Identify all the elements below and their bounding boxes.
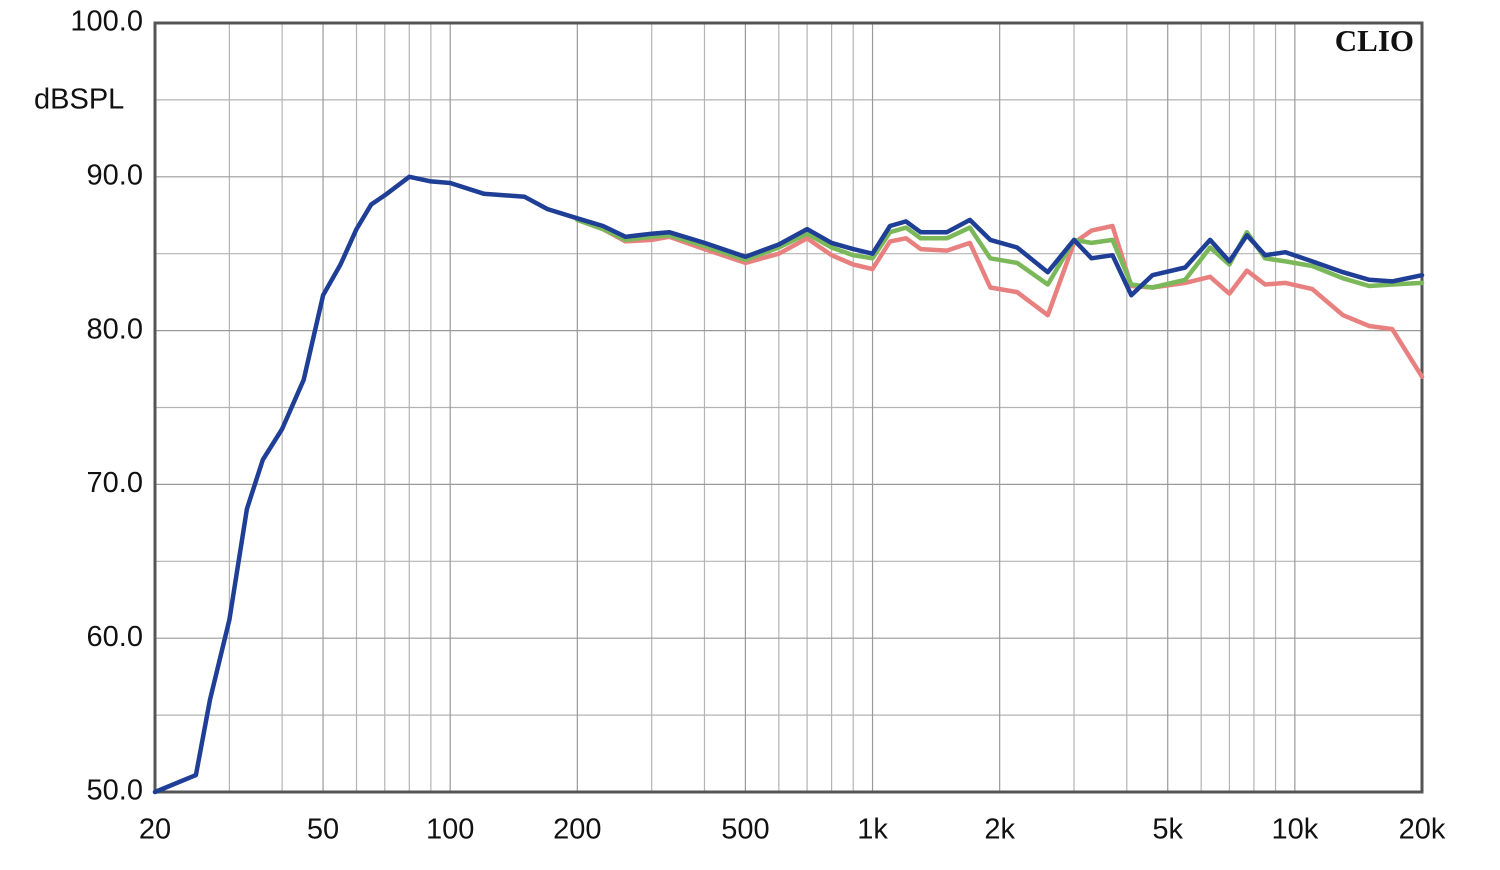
x-tick-label: 20k	[1399, 814, 1446, 846]
x-tick-label: 500	[721, 814, 769, 846]
x-tick-label: 200	[553, 814, 601, 846]
y-tick-label: 80.0	[87, 313, 143, 345]
y-tick-label: 60.0	[87, 621, 143, 653]
y-tick-label: 100.0	[70, 6, 143, 38]
x-tick-label: 5k	[1152, 814, 1183, 846]
y-tick-label: 70.0	[87, 467, 143, 499]
series-line	[152, 174, 1425, 795]
x-tick-label: 20	[139, 814, 171, 846]
x-tick-label: 1k	[857, 814, 888, 846]
y-tick-label: 90.0	[87, 159, 143, 191]
annotation: CLIO	[1335, 23, 1414, 58]
x-tick-label: 10k	[1271, 814, 1318, 846]
x-tick-label: 2k	[984, 814, 1015, 846]
x-tick-label: 50	[307, 814, 339, 846]
grid	[154, 22, 1423, 793]
series-line	[575, 217, 1425, 379]
plot-frame	[153, 21, 1424, 794]
y-axis-label: dBSPL	[34, 84, 124, 116]
series-line	[575, 217, 1425, 290]
y-tick-label: 50.0	[87, 775, 143, 807]
x-tick-label: 100	[426, 814, 474, 846]
